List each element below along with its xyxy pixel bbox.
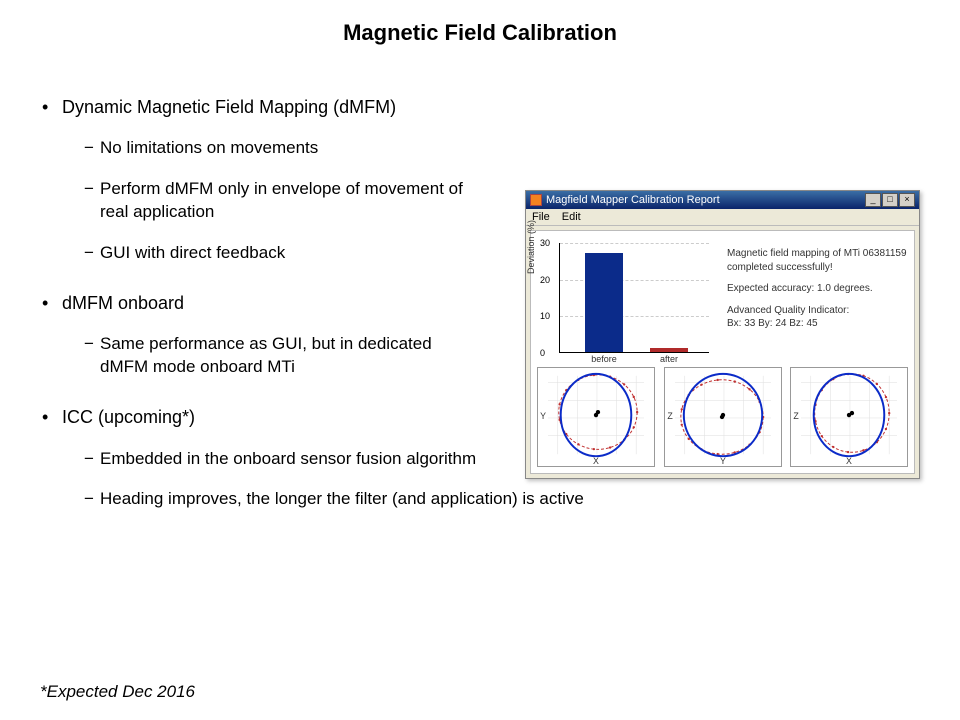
bullet-icc-label: ICC (upcoming*) <box>62 407 195 427</box>
maximize-button[interactable]: □ <box>882 193 898 207</box>
chart-ylabel: Deviation (%) <box>526 219 536 273</box>
svg-text:Z: Z <box>793 411 799 421</box>
report-line-aqi-label: Advanced Quality Indicator: <box>727 305 849 316</box>
ellipse-panel: YZ <box>664 367 782 467</box>
svg-text:X: X <box>846 456 852 466</box>
sub-onboard-perf: Same performance as GUI, but in dedicate… <box>62 333 482 379</box>
menu-edit[interactable]: Edit <box>562 211 581 223</box>
chart-bar <box>650 348 688 352</box>
sub-icc-heading: Heading improves, the longer the filter … <box>62 488 882 511</box>
close-button[interactable]: × <box>899 193 915 207</box>
report-line-aqi-values: Bx: 33 By: 24 Bz: 45 <box>727 318 818 329</box>
minimize-button[interactable]: _ <box>865 193 881 207</box>
slide-title: Magnetic Field Calibration <box>0 0 960 46</box>
footnote: *Expected Dec 2016 <box>40 682 195 702</box>
chart-xtick: after <box>644 354 694 364</box>
sub-dmfm-gui: GUI with direct feedback <box>62 242 482 265</box>
svg-text:Y: Y <box>720 456 726 466</box>
window-titlebar: Magfield Mapper Calibration Report _ □ × <box>526 191 919 209</box>
bullet-dmfm-label: Dynamic Magnetic Field Mapping (dMFM) <box>62 97 396 117</box>
app-icon <box>530 194 542 206</box>
svg-text:X: X <box>593 456 599 466</box>
ellipse-panels-row: XYYZXZ <box>537 367 908 467</box>
report-line-accuracy: Expected accuracy: 1.0 degrees. <box>727 282 908 296</box>
magfield-mapper-window: Magfield Mapper Calibration Report _ □ ×… <box>525 190 920 479</box>
report-body: 0102030Deviation (%)beforeafter Magnetic… <box>530 230 915 474</box>
chart-ytick: 0 <box>540 348 545 358</box>
bullet-onboard-label: dMFM onboard <box>62 293 184 313</box>
sub-dmfm-envelope: Perform dMFM only in envelope of movemen… <box>62 178 482 224</box>
report-line-success: Magnetic field mapping of MTi 06381159 c… <box>727 247 908 274</box>
svg-text:Z: Z <box>667 411 673 421</box>
sub-dmfm-no-limits: No limitations on movements <box>62 137 482 160</box>
window-controls: _ □ × <box>865 193 915 207</box>
deviation-bar-chart: 0102030Deviation (%)beforeafter <box>537 237 719 357</box>
ellipse-panel: XZ <box>790 367 908 467</box>
chart-xtick: before <box>579 354 629 364</box>
svg-text:Y: Y <box>540 411 546 421</box>
chart-ytick: 30 <box>540 238 550 248</box>
menu-bar: File Edit <box>526 209 919 226</box>
chart-ytick: 10 <box>540 311 550 321</box>
report-text-block: Magnetic field mapping of MTi 06381159 c… <box>727 237 908 357</box>
chart-ytick: 20 <box>540 275 550 285</box>
chart-bar <box>585 253 623 352</box>
window-title: Magfield Mapper Calibration Report <box>546 194 720 206</box>
ellipse-panel: XY <box>537 367 655 467</box>
